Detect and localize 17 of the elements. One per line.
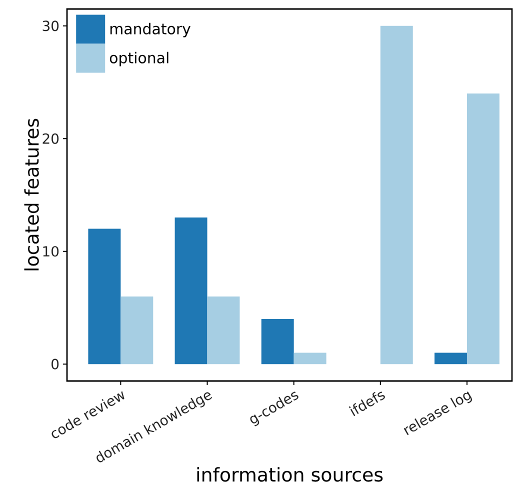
y-tick-label: 20 xyxy=(42,133,59,144)
bar xyxy=(294,352,326,364)
bar xyxy=(466,94,500,364)
bar xyxy=(261,318,294,364)
bar xyxy=(120,296,154,364)
bar xyxy=(88,228,121,364)
bar xyxy=(207,296,240,364)
bar xyxy=(434,352,467,364)
bar xyxy=(174,218,208,364)
y-tick-label: 0 xyxy=(52,358,59,370)
y-axis-title: located features xyxy=(24,118,39,270)
legend-label: optional xyxy=(110,52,168,66)
y-tick-label: 10 xyxy=(43,246,59,257)
legend-label: mandatory xyxy=(110,22,190,38)
y-tick-label: 30 xyxy=(42,20,59,32)
bar xyxy=(380,26,413,364)
x-axis-title: information sources xyxy=(197,467,383,482)
